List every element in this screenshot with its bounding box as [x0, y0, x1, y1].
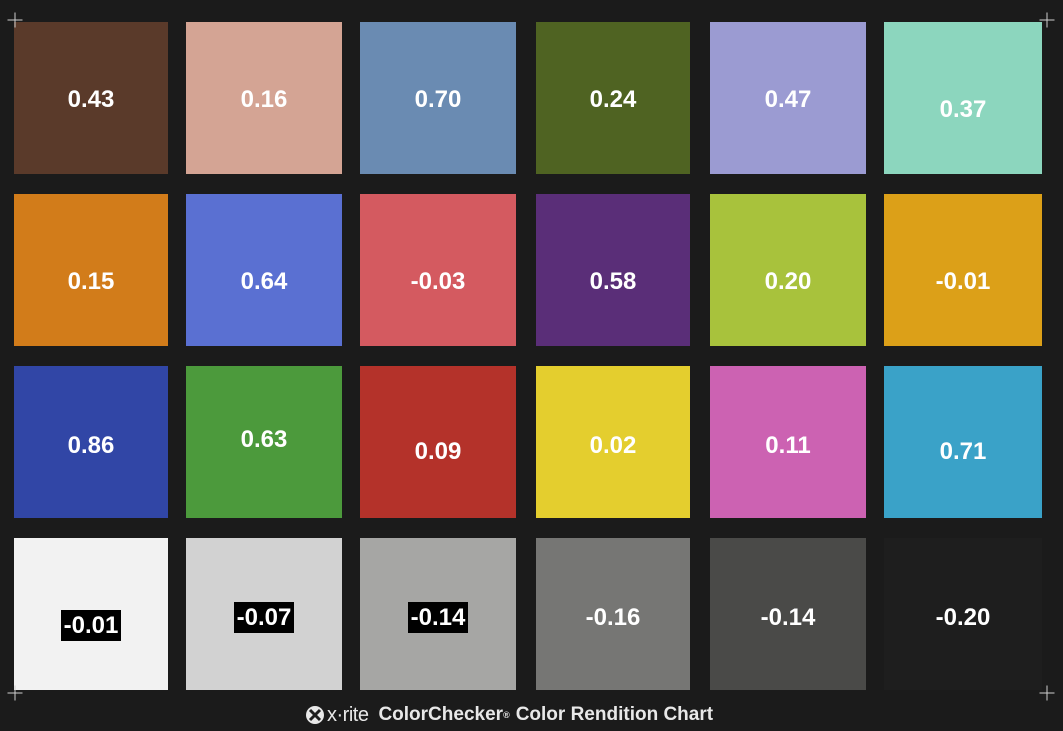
color-patch: 0.20 — [710, 194, 866, 346]
patch-value-label: 0.15 — [67, 268, 115, 295]
color-patch: 0.43 — [14, 22, 168, 174]
color-patch: 0.71 — [884, 366, 1042, 518]
patch-value-label: -0.14 — [760, 604, 816, 631]
patch-value-label: 0.70 — [414, 86, 462, 113]
color-patch: 0.37 — [884, 22, 1042, 174]
color-patch: 0.11 — [710, 366, 866, 518]
patch-value-label: 0.37 — [939, 96, 987, 123]
patch-value-label: -0.03 — [410, 268, 466, 295]
color-patch: 0.15 — [14, 194, 168, 346]
color-patch: -0.16 — [536, 538, 690, 690]
patch-value-label: 0.71 — [939, 438, 987, 465]
color-patch: 0.63 — [186, 366, 342, 518]
patch-value-label: 0.86 — [67, 432, 115, 459]
patch-value-label: 0.11 — [765, 432, 811, 459]
color-patch: -0.14 — [710, 538, 866, 690]
patch-value-label: -0.01 — [14, 610, 168, 641]
color-patch: 0.24 — [536, 22, 690, 174]
color-patch: 0.86 — [14, 366, 168, 518]
patch-value-label: -0.20 — [935, 604, 991, 631]
patch-value-label: 0.02 — [589, 432, 637, 459]
color-patch: -0.20 — [884, 538, 1042, 690]
patch-value-label: 0.20 — [764, 268, 812, 295]
color-patch: 0.70 — [360, 22, 516, 174]
patch-value-label: 0.58 — [589, 268, 637, 295]
registration-mark-top-right — [1039, 12, 1055, 28]
product-name: ColorChecker — [378, 704, 504, 725]
patch-value-label: -0.14 — [360, 602, 516, 633]
patch-value-label: 0.24 — [589, 86, 637, 113]
color-patch: 0.47 — [710, 22, 866, 174]
color-patch: 0.02 — [536, 366, 690, 518]
registration-mark-bottom-right — [1039, 685, 1055, 701]
color-patch: -0.01 — [884, 194, 1042, 346]
chart-footer: x·rite ColorChecker ® Color Rendition Ch… — [305, 702, 713, 728]
patch-value-label: 0.63 — [240, 426, 288, 453]
color-patch: 0.09 — [360, 366, 516, 518]
patch-value-label: 0.64 — [240, 268, 288, 295]
color-patch: 0.64 — [186, 194, 342, 346]
color-patch: -0.07 — [186, 538, 342, 690]
patch-value-label: -0.01 — [935, 268, 991, 295]
patch-value-label: -0.07 — [186, 602, 342, 633]
xrite-logo-icon — [306, 706, 324, 724]
color-patch: -0.14 — [360, 538, 516, 690]
patch-value-label: 0.16 — [240, 86, 288, 113]
registered-mark: ® — [503, 710, 510, 720]
chart-subtitle: Color Rendition Chart — [515, 704, 714, 725]
registration-mark-bottom-left — [7, 685, 23, 701]
brand-name: x·rite — [327, 703, 369, 726]
color-patch: -0.03 — [360, 194, 516, 346]
patch-value-label: 0.47 — [764, 86, 812, 113]
color-patch: 0.58 — [536, 194, 690, 346]
patch-value-label: 0.43 — [67, 86, 115, 113]
patch-value-label: -0.16 — [585, 604, 641, 631]
color-patch: 0.16 — [186, 22, 342, 174]
registration-mark-top-left — [7, 12, 23, 28]
patch-value-label: 0.09 — [414, 438, 462, 465]
color-patch: -0.01 — [14, 538, 168, 690]
